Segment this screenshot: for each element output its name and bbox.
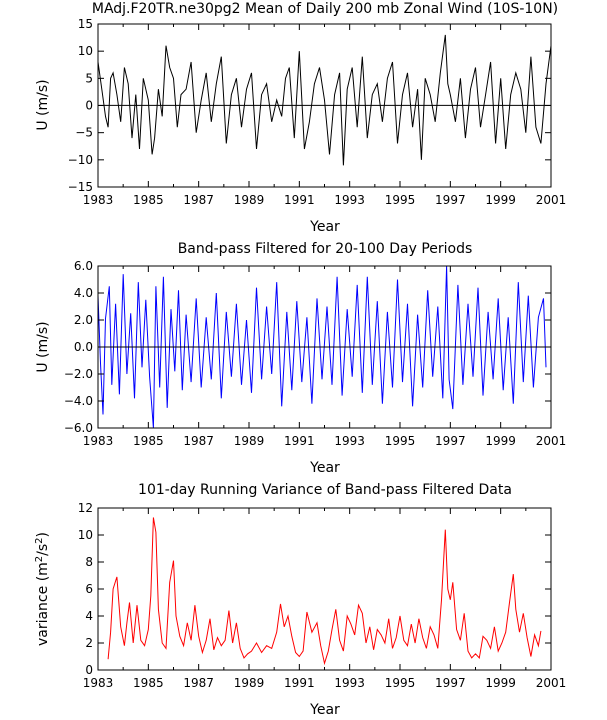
data-layer <box>107 517 542 666</box>
x-tick-label: 1987 <box>183 193 214 207</box>
x-tick-label: 2001 <box>536 434 567 448</box>
y-axis-label: variance (m2/s2) <box>34 532 51 646</box>
y-axis-label: U (m/s) <box>35 79 51 130</box>
x-ticks: 1983 1985 1987 1989 1991 1993 1995 1997 1999 2001 <box>83 508 567 690</box>
y-tick-label: −4.0 <box>64 394 93 408</box>
y-tick-label: 5 <box>85 71 93 85</box>
y-label-text: ) <box>35 532 51 537</box>
y-tick-label: 6 <box>85 582 93 596</box>
x-axis-label: Year <box>309 219 340 235</box>
x-tick-label: 1993 <box>334 193 365 207</box>
x-tick-label: 1987 <box>183 434 214 448</box>
data-layer <box>97 34 552 166</box>
x-tick-label: 1999 <box>485 676 516 690</box>
data-layer <box>97 265 547 429</box>
x-tick-label: 1985 <box>133 193 164 207</box>
y-ticks: 15 10 5 0 −5 −10 −15 <box>68 17 551 194</box>
x-tick-label: 1989 <box>234 434 265 448</box>
x-tick-label: 1999 <box>485 193 516 207</box>
x-tick-label: 1997 <box>435 434 466 448</box>
chart-title: Band-pass Filtered for 20-100 Day Period… <box>178 241 473 257</box>
y-label-sup: 2 <box>34 537 45 543</box>
y-tick-label: 0 <box>85 99 93 113</box>
x-tick-label: 1985 <box>133 434 164 448</box>
x-tick-label: 2001 <box>536 193 567 207</box>
y-tick-label: −6.0 <box>64 421 93 435</box>
x-tick-label: 1983 <box>83 193 114 207</box>
y-tick-label: 2 <box>85 636 93 650</box>
y-tick-label: −15 <box>68 180 93 194</box>
x-ticks: 1983 1985 1987 1989 1991 1993 1995 1997 1999 2001 <box>83 266 567 448</box>
chart-title: MAdj.F20TR.ne30pg2 Mean of Daily 200 mb … <box>92 1 558 17</box>
x-tick-label: 1997 <box>435 193 466 207</box>
series-line <box>107 517 542 666</box>
y-tick-label: 8 <box>85 555 93 569</box>
x-tick-label: 1993 <box>334 676 365 690</box>
y-tick-label: 2.0 <box>74 313 93 327</box>
panel-bottom: 101-day Running Variance of Band-pass Fi… <box>34 482 566 718</box>
y-tick-label: 10 <box>78 44 93 58</box>
x-tick-label: 1999 <box>485 434 516 448</box>
y-tick-label: −10 <box>68 153 93 167</box>
y-tick-label: 0.0 <box>74 340 93 354</box>
y-tick-label: 6.0 <box>74 259 93 273</box>
y-axis-label: U (m/s) <box>35 321 51 372</box>
x-tick-label: 1997 <box>435 676 466 690</box>
x-tick-label: 1987 <box>183 676 214 690</box>
y-tick-label: −5 <box>75 126 93 140</box>
panel-middle: Band-pass Filtered for 20-100 Day Period… <box>35 241 566 476</box>
y-tick-label: −2.0 <box>64 367 93 381</box>
x-tick-label: 1985 <box>133 676 164 690</box>
series-line <box>97 34 552 166</box>
x-tick-label: 1995 <box>385 676 416 690</box>
x-tick-label: 1991 <box>284 193 315 207</box>
x-tick-label: 1995 <box>385 434 416 448</box>
x-tick-label: 1989 <box>234 193 265 207</box>
y-tick-label: 12 <box>78 501 93 515</box>
x-axis-label: Year <box>309 460 340 476</box>
x-axis-label: Year <box>309 702 340 718</box>
y-tick-label: 4 <box>85 609 93 623</box>
x-tick-label: 1991 <box>284 434 315 448</box>
y-tick-label: 0 <box>85 663 93 677</box>
y-label-text: /s <box>35 544 51 556</box>
y-ticks: 12 10 8 6 4 2 0 <box>78 501 551 677</box>
x-tick-label: 1993 <box>334 434 365 448</box>
x-tick-label: 2001 <box>536 676 567 690</box>
x-tick-label: 1995 <box>385 193 416 207</box>
y-ticks: 6.0 4.0 2.0 0.0 −2.0 −4.0 −6.0 <box>64 259 551 435</box>
chart-title: 101-day Running Variance of Band-pass Fi… <box>138 482 512 498</box>
y-tick-label: 15 <box>78 17 93 31</box>
x-tick-label: 1983 <box>83 434 114 448</box>
y-tick-label: 10 <box>78 528 93 542</box>
x-tick-label: 1991 <box>284 676 315 690</box>
x-tick-label: 1983 <box>83 676 114 690</box>
x-ticks: 1983 1985 1987 1989 1991 1993 1995 1997 1999 2001 <box>83 24 567 207</box>
y-tick-label: 4.0 <box>74 286 93 300</box>
series-line <box>97 265 547 429</box>
panel-top: MAdj.F20TR.ne30pg2 Mean of Daily 200 mb … <box>35 1 566 235</box>
y-label-sup: 2 <box>34 556 45 562</box>
y-label-text: variance (m <box>35 562 51 646</box>
x-tick-label: 1989 <box>234 676 265 690</box>
